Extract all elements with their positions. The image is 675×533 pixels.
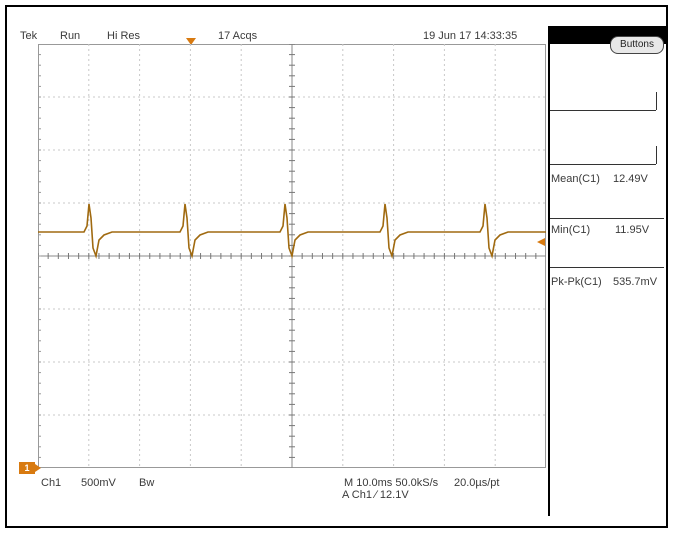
meas-label-min: Min(C1) <box>551 224 591 236</box>
datetime: 19 Jun 17 14:33:35 <box>423 30 518 42</box>
meas-label-mean: Mean(C1) <box>551 173 600 185</box>
meas-divider-tick <box>656 92 657 110</box>
meas-divider <box>550 110 656 111</box>
channel1-arrow-icon <box>35 464 41 472</box>
trigger-level-icon <box>537 238 545 246</box>
meas-value-pkpk: 535.7mV <box>613 276 658 288</box>
bandwidth-label: Bw <box>139 477 155 489</box>
waveform-graticule[interactable] <box>38 44 546 468</box>
record-settings[interactable]: M 10.0ms 50.0kS/s <box>344 477 439 489</box>
side-panel <box>548 26 668 516</box>
acq-count: 17 Acqs <box>218 30 258 42</box>
brand-label: Tek <box>20 30 38 42</box>
meas-value-min: 11.95V <box>615 224 650 236</box>
meas-divider <box>550 218 664 219</box>
trigger-position-icon[interactable] <box>186 38 196 46</box>
channel-label[interactable]: Ch1 <box>41 477 62 489</box>
volts-per-div[interactable]: 500mV <box>81 477 116 489</box>
acq-mode: Hi Res <box>107 30 141 42</box>
run-state: Run <box>60 30 81 42</box>
waveform-trace <box>38 203 546 259</box>
trigger-settings[interactable]: A Ch1 ∕ 12.1V <box>342 489 409 501</box>
buttons-button[interactable]: Buttons <box>610 36 664 54</box>
meas-divider <box>550 267 664 268</box>
meas-value-mean: 12.49V <box>613 173 648 185</box>
channel1-marker-icon[interactable]: 1 <box>19 462 35 474</box>
scope-frame <box>5 5 668 528</box>
time-per-point[interactable]: 20.0µs/pt <box>454 477 500 489</box>
meas-label-pkpk: Pk-Pk(C1) <box>551 276 602 288</box>
meas-divider <box>550 164 656 165</box>
meas-divider-tick <box>656 146 657 164</box>
